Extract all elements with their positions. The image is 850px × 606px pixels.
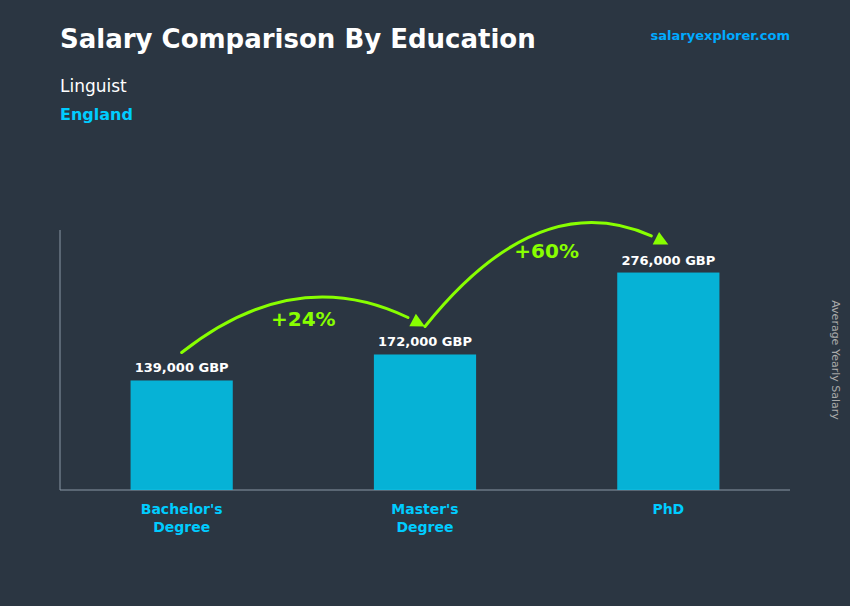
bars [131, 273, 720, 490]
x-tick-label: Master's Degree [391, 501, 458, 535]
bar [617, 273, 719, 490]
bar [131, 380, 233, 490]
x-tick-label: PhD [652, 501, 684, 517]
y-axis-line [60, 230, 61, 490]
arrow-head [653, 232, 669, 245]
x-tick-label-line: Bachelor's [141, 501, 223, 517]
background [0, 0, 850, 606]
data-label: 172,000 GBP [378, 334, 472, 349]
annotation: +60% [514, 239, 579, 263]
x-tick-label: Bachelor's Degree [141, 501, 223, 535]
subtitle: Linguist [60, 76, 127, 96]
x-tick-label-line: Degree [396, 519, 453, 535]
arc-arrow [182, 297, 408, 353]
arrow-head [409, 314, 425, 327]
x-tick-label-line: Master's [391, 501, 458, 517]
source: salaryexplorer.com [651, 28, 790, 43]
chart-svg: Salary Comparison By Education Linguist En… [0, 0, 850, 606]
y-axis-label: Average Yearly Salary [829, 300, 842, 420]
data-label: 276,000 GBP [621, 253, 715, 268]
bar [374, 354, 476, 490]
annotation: +24% [271, 307, 336, 331]
subtitle: England [60, 105, 133, 124]
arc-arrow [425, 222, 651, 326]
title: Salary Comparison By Education [60, 24, 536, 54]
x-tick-label-line: Degree [153, 519, 210, 535]
x-tick-label-line: PhD [652, 501, 684, 517]
data-label: 139,000 GBP [135, 360, 229, 375]
